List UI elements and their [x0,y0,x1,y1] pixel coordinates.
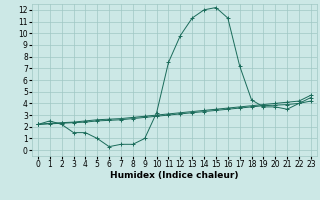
X-axis label: Humidex (Indice chaleur): Humidex (Indice chaleur) [110,171,239,180]
